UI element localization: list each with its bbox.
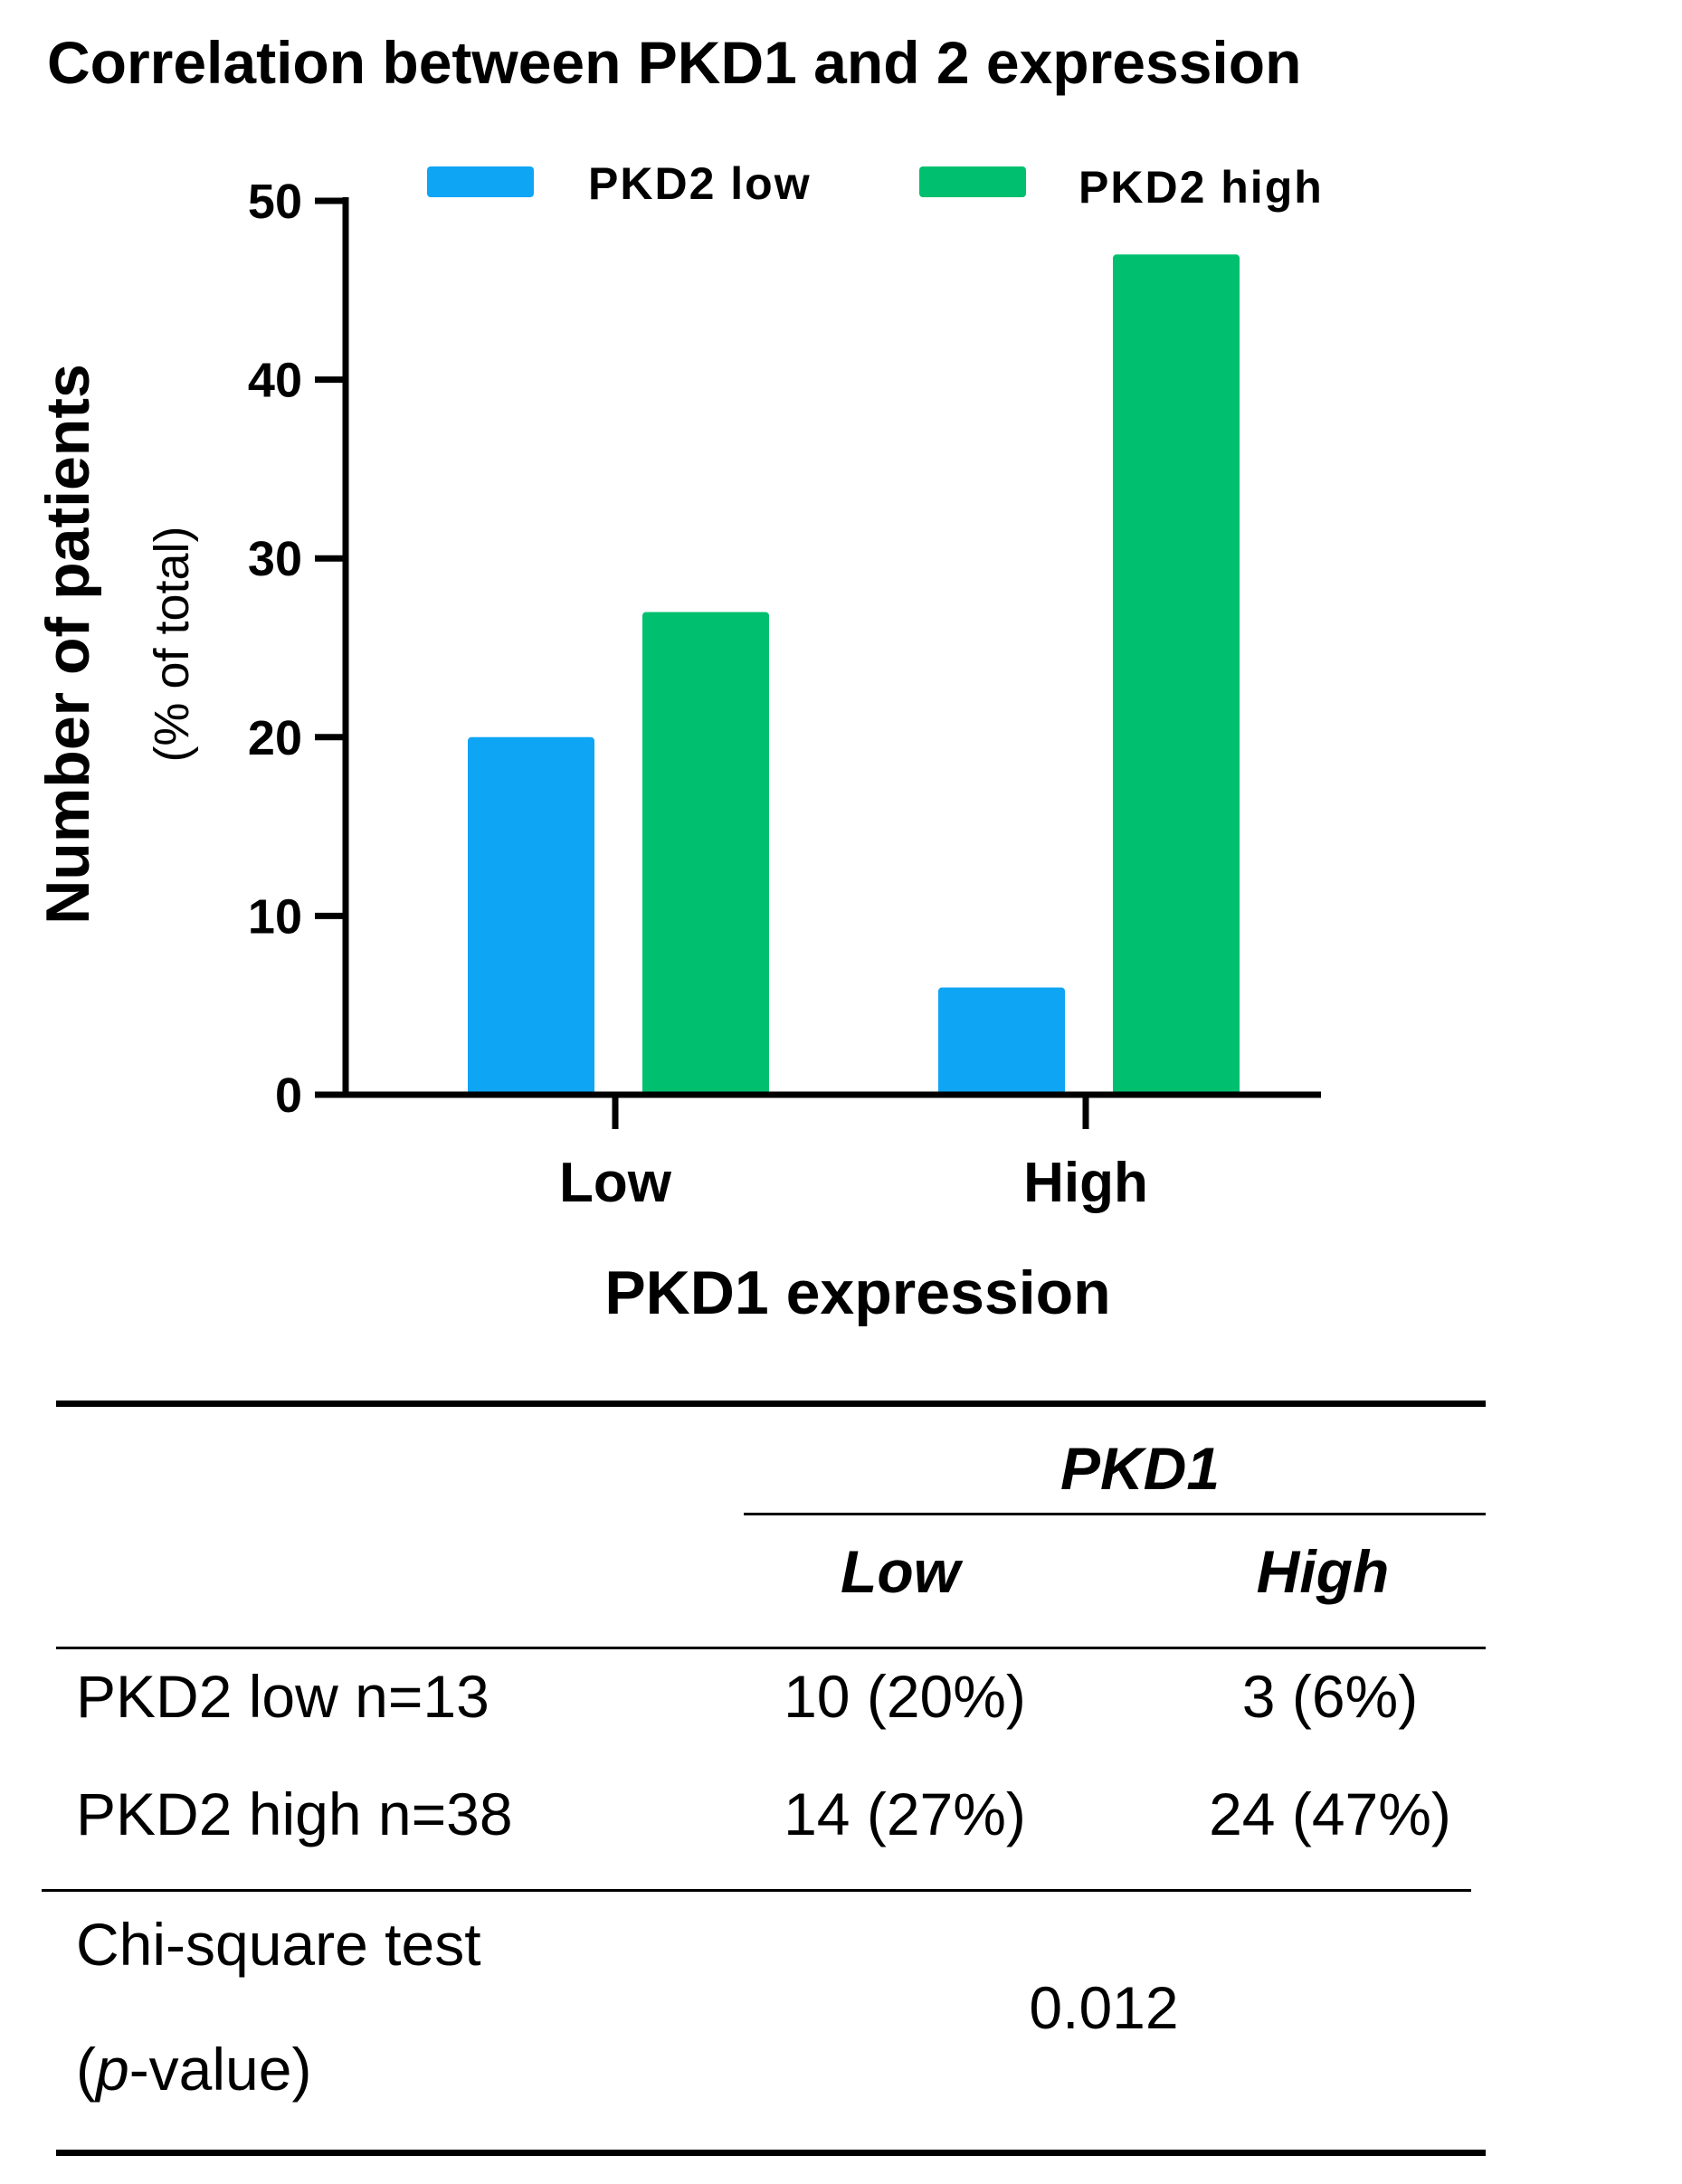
y-tick-label: 0 (275, 1068, 302, 1123)
table-col-header-high: High (1256, 1538, 1390, 1605)
bar-pkd2-high-high (1113, 254, 1240, 1095)
y-tick-label: 50 (248, 175, 302, 229)
table-cell: 3 (6%) (1241, 1663, 1419, 1730)
y-tick-label: 10 (248, 889, 302, 944)
test-label-open: ( (76, 2036, 96, 2103)
bar-chart: Correlation between PKD1 and 2 expressio… (33, 29, 1324, 1327)
table-row-label: PKD2 high n=38 (76, 1780, 513, 1847)
test-label-line1: Chi-square test (76, 1911, 481, 1978)
table-cell: 10 (20%) (784, 1663, 1026, 1730)
chart-title: Correlation between PKD1 and 2 expressio… (47, 29, 1301, 96)
legend: PKD2 low PKD2 high (427, 158, 1324, 213)
y-tick-label: 40 (248, 354, 302, 408)
y-axis-title: Number of patients (33, 364, 102, 925)
table-header-rule (56, 1647, 1486, 1649)
table-row-label: PKD2 low n=13 (76, 1663, 489, 1730)
legend-label-pkd2-high: PKD2 high (1079, 162, 1324, 213)
y-axis-subtitle: (% of total) (145, 526, 199, 762)
bar-pkd2-low-low (468, 736, 594, 1095)
legend-swatch-pkd2-low (427, 166, 534, 197)
table-group-header: PKD1 (1060, 1435, 1221, 1502)
x-tick-label-high: High (1023, 1152, 1148, 1214)
table-top-rule (56, 1401, 1486, 1407)
table-cell: 24 (47%) (1209, 1780, 1451, 1847)
test-label-p: p (95, 2036, 129, 2103)
test-p-value: 0.012 (1029, 1974, 1179, 2041)
table-cell: 14 (27%) (784, 1780, 1026, 1847)
table-group-rule (744, 1513, 1486, 1515)
bar-pkd2-low-high (938, 987, 1065, 1095)
bar-pkd2-high-low (642, 612, 769, 1095)
test-label-suffix: -value) (128, 2036, 312, 2103)
y-tick-label: 20 (248, 711, 302, 765)
table-mid-rule (42, 1889, 1471, 1892)
legend-swatch-pkd2-high (919, 166, 1026, 197)
plot-area: 0 10 20 30 40 50 Low High (248, 175, 1321, 1214)
x-tick-label-low: Low (559, 1152, 672, 1214)
legend-label-pkd2-low: PKD2 low (588, 158, 812, 209)
table-bottom-rule (56, 2150, 1486, 2156)
y-axis-title-group: Number of patients (% of total) (33, 364, 199, 925)
test-label-line2: (p-value) (76, 2039, 311, 2099)
y-tick-label: 30 (248, 532, 302, 586)
x-axis-title: PKD1 expression (604, 1258, 1110, 1327)
table-col-header-low: Low (841, 1538, 960, 1605)
